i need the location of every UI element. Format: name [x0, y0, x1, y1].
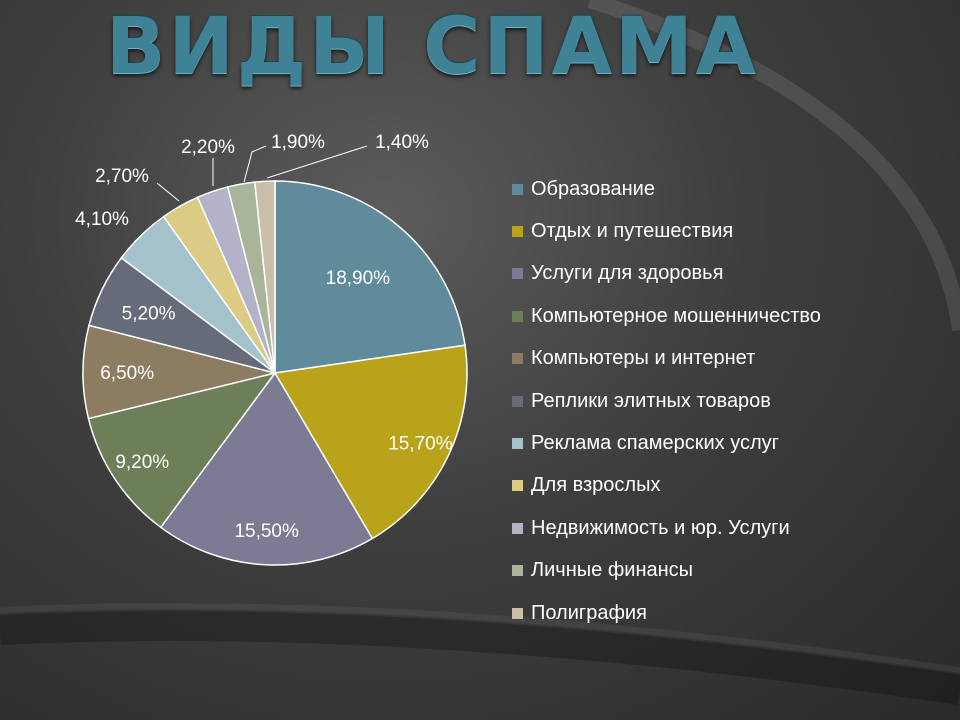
legend-swatch: [512, 310, 523, 322]
legend-swatch: [512, 480, 523, 492]
legend-label: Для взрослых: [531, 474, 661, 497]
legend-swatch: [512, 522, 523, 534]
slide-title: ВИДЫ СПАМА: [106, 2, 760, 92]
data-label: 1,40%: [375, 132, 429, 153]
legend-item: Реклама спамерских услуг: [512, 422, 821, 464]
legend-item: Отдых и путешествия: [512, 210, 821, 252]
legend-swatch: [512, 268, 523, 280]
legend-label: Личные финансы: [531, 559, 694, 582]
legend-label: Отдых и путешествия: [531, 220, 734, 243]
legend-label: Реклама спамерских услуг: [531, 432, 779, 455]
pie-slice-компьютерное-мошенничество: [87, 371, 277, 529]
legend-swatch: [512, 565, 523, 577]
legend-label: Недвижимость и юр. Услуги: [531, 516, 790, 539]
legend-item: Компьютеры и интернет: [512, 338, 821, 380]
data-label: 15,50%: [234, 521, 299, 542]
legend-item: Услуги для здоровья: [512, 253, 821, 295]
legend-label: Реплики элитных товаров: [531, 389, 771, 412]
data-label: 2,70%: [95, 166, 149, 187]
legend-label: Компьютеры и интернет: [531, 347, 756, 370]
legend-swatch: [512, 183, 523, 195]
chart-legend: Образование Отдых и путешествия Услуги для…: [512, 168, 821, 634]
pie-slice-услуги-для-здоровья: [159, 371, 374, 566]
legend-label: Услуги для здоровья: [531, 262, 724, 285]
data-label: 5,20%: [122, 303, 176, 324]
legend-item: Реплики элитных товаров: [512, 380, 821, 422]
pie-slice-отдых-и-путешествия: [273, 344, 468, 540]
legend-item: Для взрослых: [512, 465, 821, 507]
data-label: 2,20%: [181, 137, 235, 158]
legend-label: Полиграфия: [531, 601, 647, 624]
legend-item: Компьютерное мошенничество: [512, 295, 821, 337]
legend-item: Недвижимость и юр. Услуги: [512, 507, 821, 549]
leader-line: [156, 182, 180, 202]
leader-line: [266, 145, 368, 179]
legend-item: Образование: [512, 168, 821, 210]
legend-item: Личные финансы: [512, 550, 821, 592]
data-label: 15,70%: [388, 434, 453, 455]
data-label: 18,90%: [326, 268, 391, 289]
data-label: 9,20%: [115, 452, 169, 473]
legend-swatch: [512, 395, 523, 407]
legend-label: Образование: [531, 177, 655, 200]
legend-swatch: [512, 353, 523, 365]
data-label: 4,10%: [75, 209, 129, 230]
legend-swatch: [512, 438, 523, 450]
pie-slice-полиграфия: [253, 180, 276, 374]
legend-swatch: [512, 607, 523, 619]
legend-item: Полиграфия: [512, 592, 821, 634]
pie-slice-образование: [274, 180, 466, 374]
pie-slice-компьютеры-и-интернет: [82, 324, 276, 420]
legend-label: Компьютерное мошенничество: [531, 304, 821, 327]
legend-swatch: [512, 226, 523, 238]
leader-line: [243, 145, 267, 183]
data-label: 1,90%: [271, 132, 325, 153]
data-label: 6,50%: [100, 363, 154, 384]
